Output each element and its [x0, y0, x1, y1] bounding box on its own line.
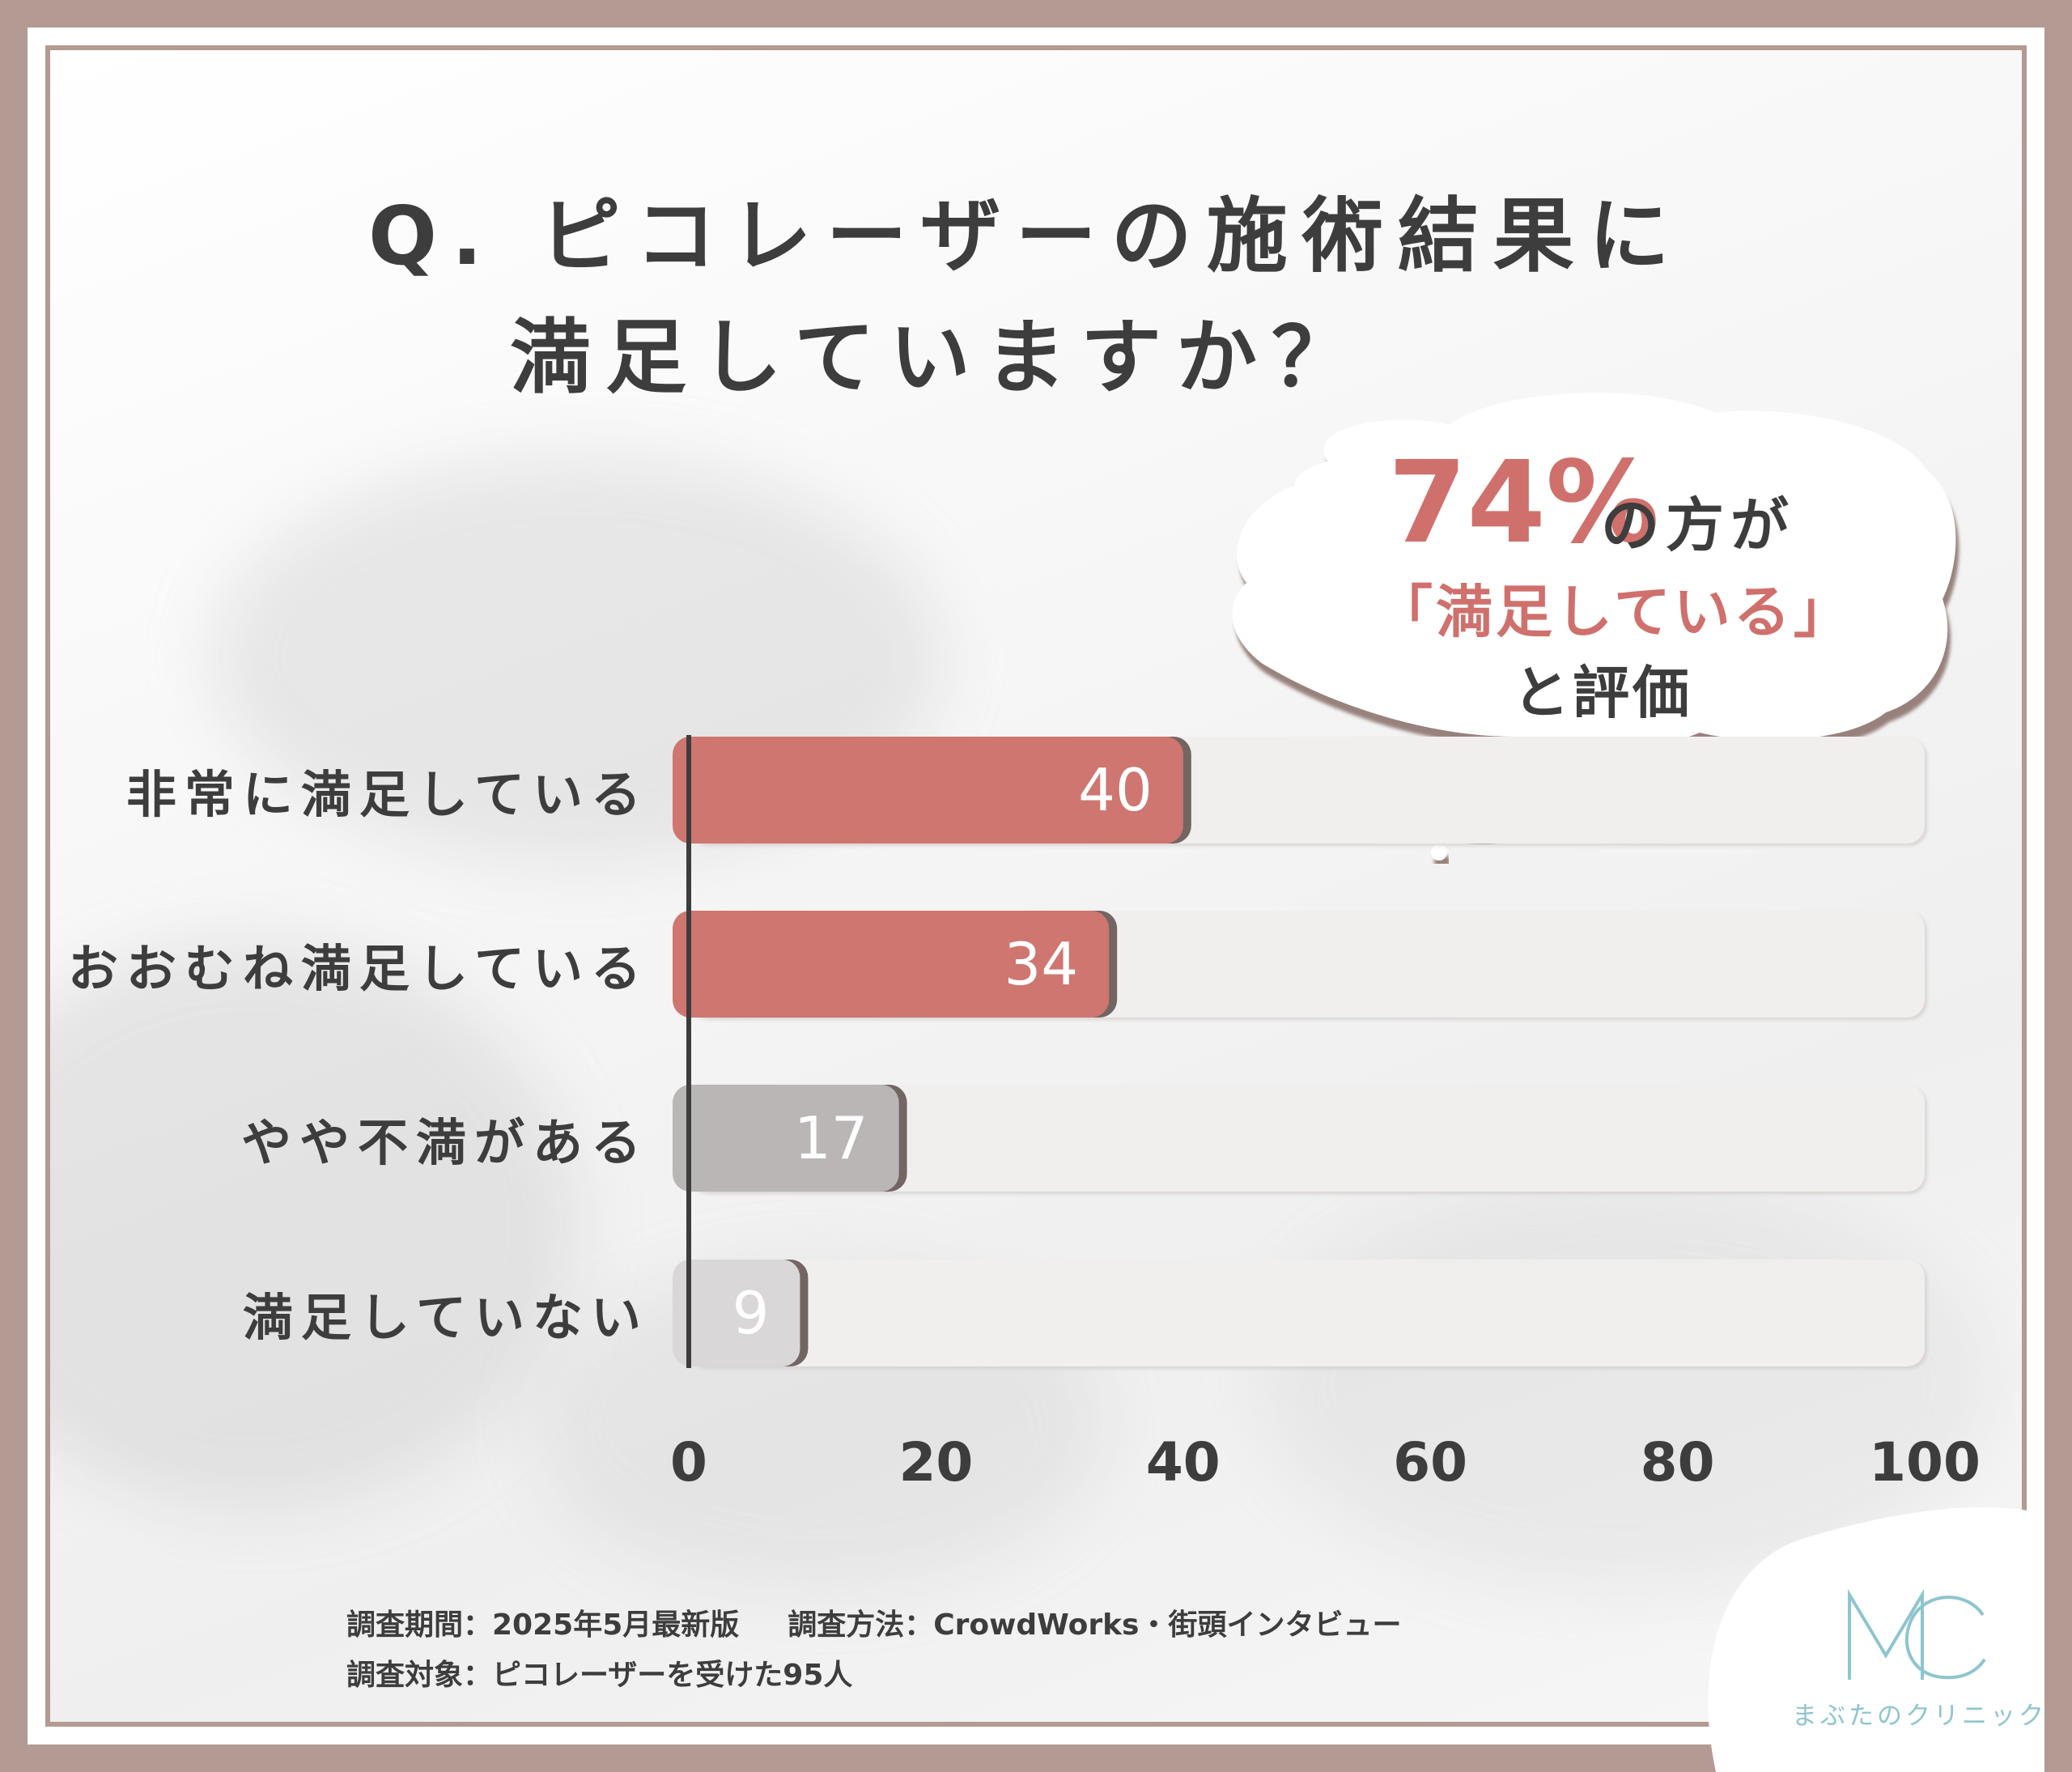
survey-target: 調査対象：ピコレーザーを受けた95人: [346, 1659, 853, 1692]
survey-notes-line2: 調査対象：ピコレーザーを受けた95人: [346, 1651, 852, 1693]
logo-clinic-name: まぶたのクリニック: [1792, 1702, 2047, 1731]
bar-value-label: 9: [732, 1279, 770, 1347]
bar: [673, 1260, 800, 1366]
x-tick-label: 0: [670, 1431, 707, 1494]
bar-value-label: 40: [1078, 756, 1153, 824]
category-label: 満足していない: [242, 1288, 649, 1347]
callout-line2: 「満足している」: [1376, 579, 1853, 645]
chart-title-line2: 満足していますか？: [510, 310, 1367, 405]
bar-track: [689, 1260, 1925, 1366]
bar-value-label: 34: [1004, 930, 1079, 998]
bar-value-label: 17: [794, 1104, 868, 1172]
bar: [673, 737, 1183, 844]
x-tick-label: 20: [898, 1431, 974, 1494]
survey-period: 調査期間：2025年5月最新版: [346, 1608, 740, 1642]
bar-track: [689, 1085, 1925, 1192]
callout-percent: 74%: [1388, 437, 1660, 569]
callout-after-percent: の方が: [1601, 491, 1796, 559]
category-label: やや不満がある: [240, 1113, 649, 1172]
callout-line3: と評価: [1513, 660, 1692, 726]
x-tick-label: 40: [1145, 1431, 1221, 1494]
chart-title-line1: Q. ピコレーザーの施術結果に: [368, 189, 1684, 283]
bar: [673, 1085, 899, 1192]
survey-notes-line1: 調査期間：2025年5月最新版 調査方法：CrowdWorks・街頭インタビュー: [346, 1601, 1401, 1643]
thought-dot-small: [1431, 844, 1447, 861]
logo-mark-icon: [1848, 1588, 1986, 1680]
speech-bubble-shape: [1232, 392, 1956, 789]
x-tick-label: 80: [1640, 1431, 1715, 1494]
bar: [673, 911, 1110, 1018]
x-tick-label: 60: [1393, 1431, 1468, 1494]
survey-method: 調査方法：CrowdWorks・街頭インタビュー: [788, 1608, 1402, 1642]
chart-panel: [45, 45, 2027, 1727]
category-label: 非常に満足している: [125, 765, 649, 824]
x-tick-label: 100: [1869, 1431, 1981, 1494]
category-label: おおむね満足している: [67, 939, 649, 998]
